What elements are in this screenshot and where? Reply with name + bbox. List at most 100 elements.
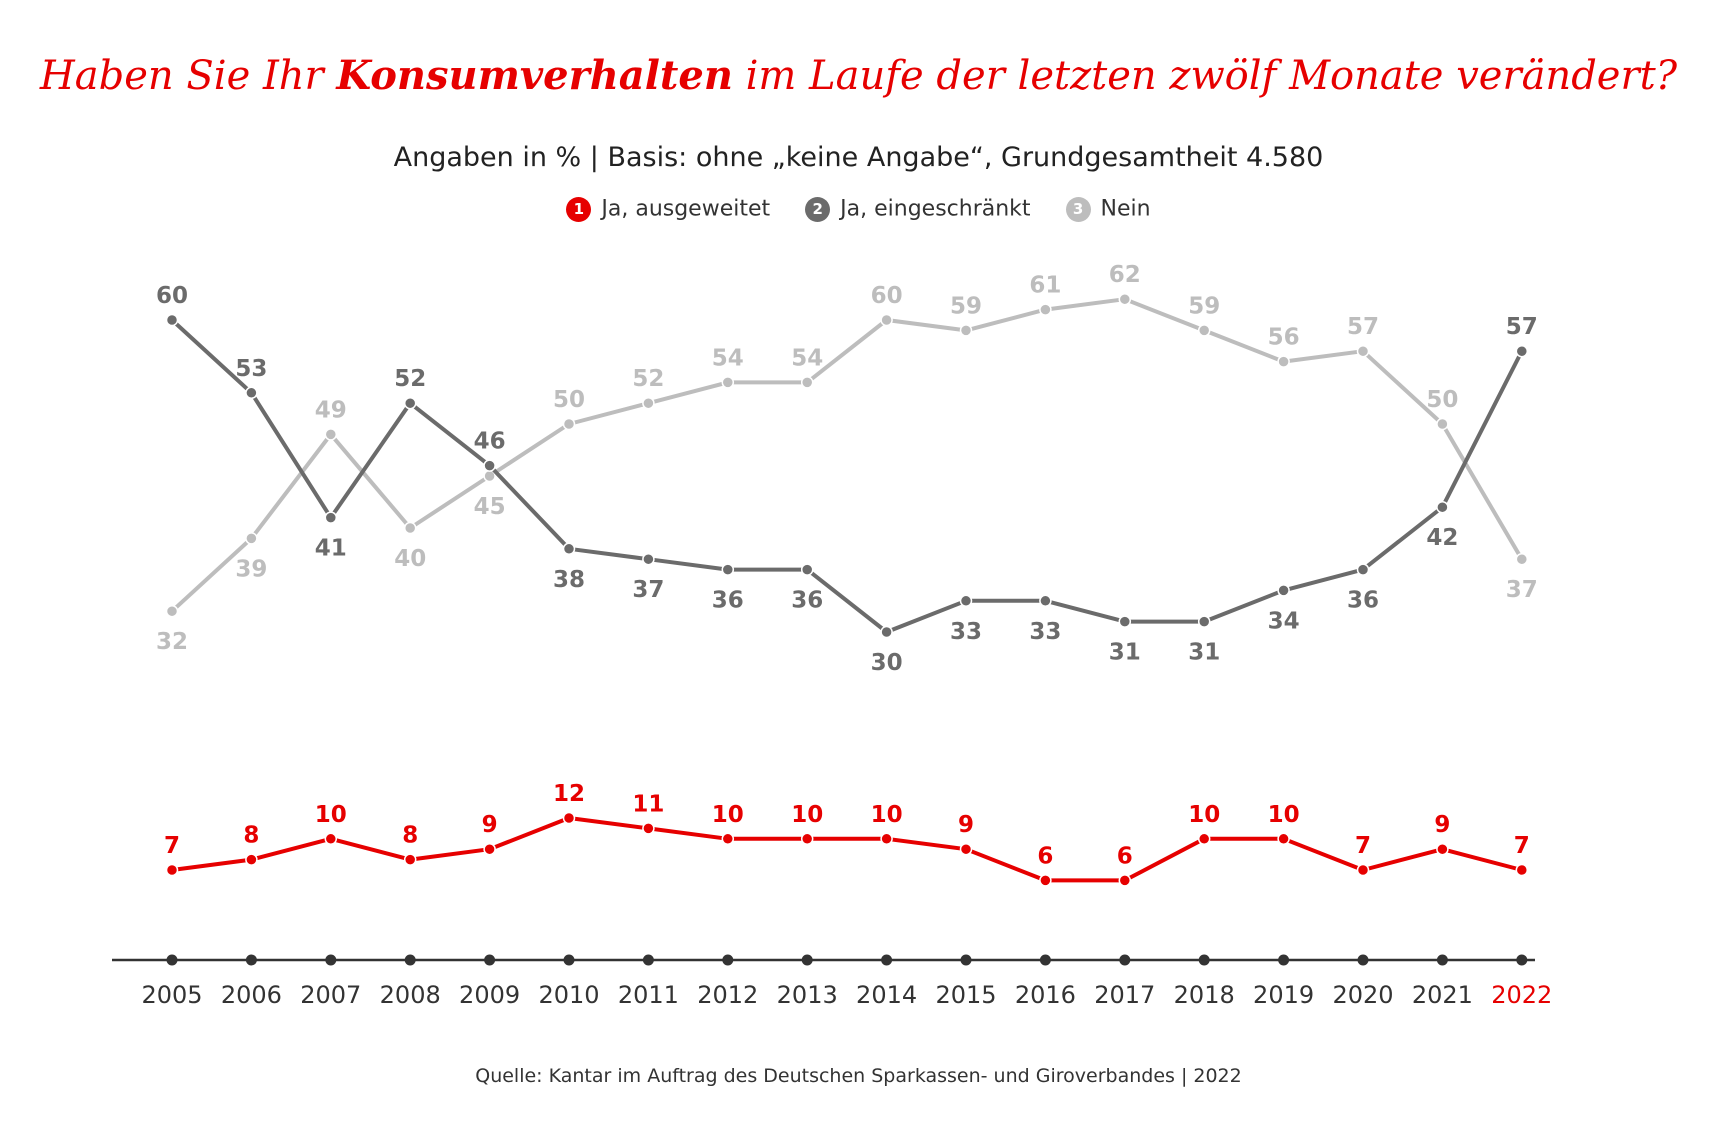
data-label-ausgeweitet: 6 bbox=[1037, 843, 1053, 869]
legend-number-badge: 3 bbox=[1065, 196, 1091, 222]
data-point-nein bbox=[642, 396, 655, 410]
data-label-eingeschraenkt: 57 bbox=[1506, 314, 1538, 340]
data-label-ausgeweitet: 10 bbox=[791, 802, 823, 828]
title-pre: Haben Sie Ihr bbox=[39, 53, 337, 99]
chart-title: Haben Sie Ihr Konsumverhalten im Laufe d… bbox=[0, 52, 1717, 99]
x-axis-tick-dot bbox=[484, 954, 496, 966]
data-point-eingeschraenkt bbox=[165, 313, 179, 327]
data-label-eingeschraenkt: 36 bbox=[791, 588, 823, 614]
data-label-eingeschraenkt: 53 bbox=[235, 356, 267, 382]
data-label-eingeschraenkt: 36 bbox=[712, 588, 744, 614]
data-label-eingeschraenkt: 37 bbox=[632, 577, 664, 603]
data-label-ausgeweitet: 10 bbox=[315, 802, 347, 828]
data-label-nein: 62 bbox=[1109, 262, 1141, 288]
data-point-ausgeweitet bbox=[1118, 874, 1132, 887]
data-label-ausgeweitet: 7 bbox=[1514, 833, 1530, 859]
data-label-nein: 50 bbox=[553, 387, 585, 413]
data-point-eingeschraenkt bbox=[800, 563, 814, 576]
data-point-nein bbox=[1277, 355, 1290, 368]
legend-item-nein: 3 Nein bbox=[1065, 196, 1151, 222]
data-point-eingeschraenkt bbox=[1118, 615, 1132, 628]
data-label-eingeschraenkt: 31 bbox=[1109, 640, 1141, 666]
x-axis-tick-dot bbox=[166, 954, 178, 966]
x-tick-label: 2017 bbox=[1094, 981, 1155, 1009]
title-bold: Konsumverhalten bbox=[336, 52, 733, 99]
x-tick-label: 2019 bbox=[1253, 981, 1314, 1009]
data-label-eingeschraenkt: 41 bbox=[315, 536, 347, 562]
data-point-eingeschraenkt bbox=[721, 563, 735, 576]
legend-label: Ja, eingeschränkt bbox=[840, 196, 1031, 222]
data-label-ausgeweitet: 10 bbox=[871, 802, 903, 828]
data-label-eingeschraenkt: 33 bbox=[1029, 619, 1061, 645]
x-axis-tick-dot bbox=[1198, 954, 1210, 966]
data-point-nein bbox=[245, 532, 258, 545]
data-point-eingeschraenkt bbox=[1356, 563, 1370, 576]
data-label-eingeschraenkt: 36 bbox=[1347, 588, 1379, 614]
data-label-nein: 57 bbox=[1347, 314, 1379, 340]
data-point-eingeschraenkt bbox=[1436, 500, 1449, 514]
data-label-ausgeweitet: 7 bbox=[1355, 833, 1371, 859]
x-tick-label: 2014 bbox=[856, 981, 917, 1009]
data-point-nein bbox=[165, 604, 179, 618]
x-axis-tick-dot bbox=[1039, 954, 1051, 966]
data-point-eingeschraenkt bbox=[1039, 594, 1052, 608]
data-label-eingeschraenkt: 38 bbox=[553, 567, 585, 593]
data-point-nein bbox=[562, 417, 576, 431]
x-axis-tick-dot bbox=[1357, 954, 1369, 966]
x-tick-label: 2008 bbox=[380, 981, 441, 1009]
data-label-eingeschraenkt: 30 bbox=[871, 650, 903, 676]
data-point-eingeschraenkt bbox=[403, 396, 417, 410]
data-point-eingeschraenkt bbox=[959, 594, 973, 608]
data-point-ausgeweitet bbox=[403, 853, 417, 866]
data-label-nein: 61 bbox=[1029, 273, 1061, 299]
data-label-nein: 54 bbox=[712, 345, 744, 371]
data-label-ausgeweitet: 7 bbox=[164, 833, 180, 859]
legend-item-ausgeweitet: 1 Ja, ausgeweitet bbox=[566, 196, 770, 222]
title-post: im Laufe der letzten zwölf Monate veränd… bbox=[732, 53, 1678, 99]
legend-label: Nein bbox=[1100, 196, 1151, 222]
x-tick-label: 2018 bbox=[1174, 981, 1235, 1009]
x-tick-label: 2006 bbox=[221, 981, 282, 1009]
x-axis-tick-dot bbox=[722, 954, 734, 966]
data-label-nein: 59 bbox=[950, 293, 982, 319]
data-point-ausgeweitet bbox=[800, 832, 814, 846]
series-line-nein bbox=[170, 297, 1524, 614]
data-point-nein bbox=[1436, 417, 1449, 431]
x-axis-tick-dot bbox=[325, 954, 337, 966]
data-label-nein: 59 bbox=[1188, 293, 1220, 319]
x-tick-label: 2009 bbox=[459, 981, 520, 1009]
source-note: Quelle: Kantar im Auftrag des Deutschen … bbox=[475, 1065, 1242, 1087]
data-point-ausgeweitet bbox=[880, 832, 893, 846]
data-point-eingeschraenkt bbox=[1197, 615, 1211, 628]
legend-number-badge: 2 bbox=[805, 196, 831, 222]
data-label-nein: 39 bbox=[235, 556, 267, 582]
x-tick-label: 2015 bbox=[935, 981, 996, 1009]
data-label-eingeschraenkt: 46 bbox=[474, 429, 506, 455]
data-point-eingeschraenkt bbox=[324, 511, 338, 524]
x-tick-label: 2021 bbox=[1412, 981, 1473, 1009]
data-point-nein bbox=[1118, 292, 1132, 306]
data-label-eingeschraenkt: 52 bbox=[394, 366, 426, 392]
data-label-ausgeweitet: 8 bbox=[402, 823, 418, 849]
data-label-nein: 60 bbox=[871, 283, 903, 309]
data-label-ausgeweitet: 12 bbox=[553, 781, 585, 807]
data-point-ausgeweitet bbox=[1356, 863, 1370, 877]
data-label-ausgeweitet: 10 bbox=[1188, 802, 1220, 828]
data-label-nein: 37 bbox=[1506, 577, 1538, 603]
data-label-nein: 40 bbox=[394, 546, 426, 572]
x-tick-label: 2020 bbox=[1332, 981, 1393, 1009]
data-label-ausgeweitet: 6 bbox=[1117, 843, 1133, 869]
x-axis-tick-dot bbox=[960, 954, 972, 966]
chart-subtitle: Angaben in % | Basis: ohne „keine Angabe… bbox=[393, 142, 1324, 173]
data-label-nein: 56 bbox=[1268, 325, 1300, 351]
data-point-ausgeweitet bbox=[324, 832, 338, 846]
x-tick-label: 2012 bbox=[697, 981, 758, 1009]
data-label-eingeschraenkt: 42 bbox=[1426, 525, 1458, 551]
data-point-nein bbox=[800, 376, 814, 389]
data-label-nein: 52 bbox=[632, 366, 664, 392]
data-label-nein: 50 bbox=[1426, 387, 1458, 413]
data-point-ausgeweitet bbox=[642, 822, 655, 835]
data-label-ausgeweitet: 10 bbox=[1268, 802, 1300, 828]
data-point-ausgeweitet bbox=[1197, 832, 1211, 846]
x-axis-tick-dot bbox=[1119, 954, 1131, 966]
